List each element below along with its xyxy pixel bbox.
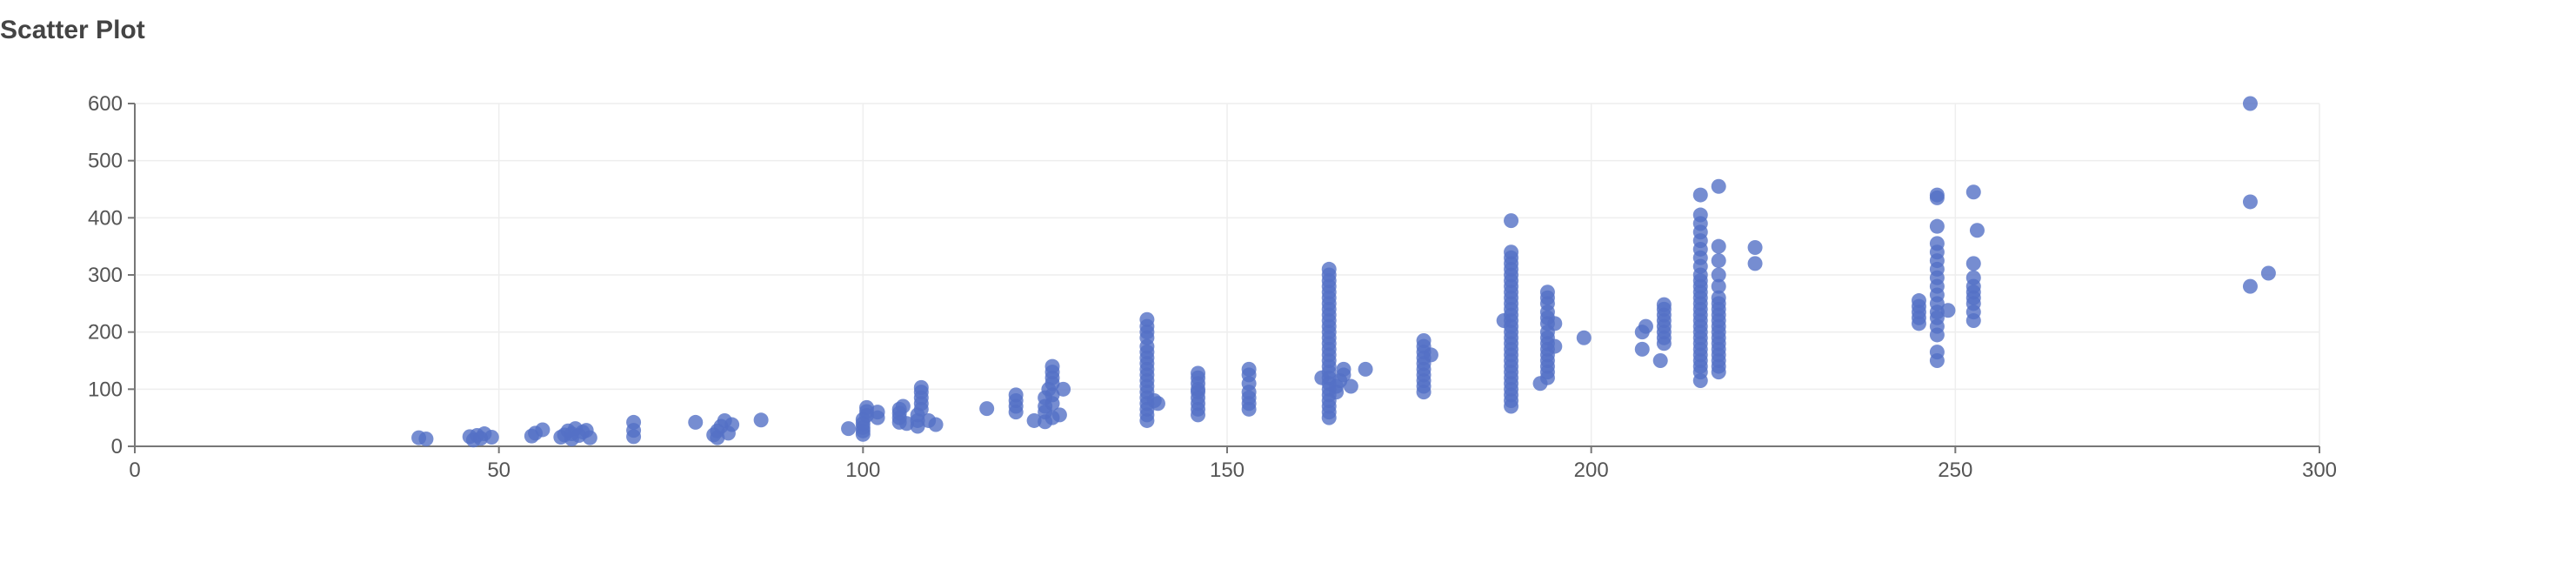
data-point — [1747, 256, 1763, 271]
data-point — [626, 414, 642, 430]
data-point — [1940, 303, 1956, 318]
data-point — [1423, 347, 1438, 363]
data-point — [1056, 381, 1071, 397]
data-point — [1343, 378, 1358, 394]
data-point — [2242, 278, 2258, 294]
data-point — [1139, 311, 1155, 327]
data-point — [1241, 361, 1257, 377]
data-point — [1652, 353, 1668, 368]
data-point — [1358, 361, 1373, 377]
data-point — [1026, 412, 1042, 428]
data-point — [895, 398, 911, 414]
tick-labels: 0 100 200 300 400 500 600 0 50 100 150 200 250 300 — [88, 92, 2337, 482]
data-point — [1711, 178, 1726, 194]
x-tick-label: 150 — [1210, 459, 1245, 482]
data-point — [1150, 396, 1165, 412]
data-point — [1547, 316, 1563, 331]
data-point — [1692, 187, 1708, 203]
data-point — [1711, 238, 1726, 254]
data-point — [753, 412, 769, 428]
data-point — [418, 431, 434, 446]
data-point — [979, 401, 995, 417]
data-point — [1634, 341, 1650, 357]
data-point — [841, 421, 857, 437]
data-point — [535, 422, 551, 438]
y-tick-label: 500 — [88, 150, 123, 173]
data-point — [724, 417, 740, 432]
data-point — [1547, 338, 1563, 354]
data-point — [1051, 407, 1067, 423]
data-points — [411, 96, 2276, 448]
data-point — [1692, 207, 1708, 223]
data-point — [1929, 236, 1945, 251]
data-point — [1576, 330, 1592, 345]
data-point — [1191, 365, 1206, 381]
data-point — [1416, 333, 1431, 349]
data-point — [1929, 187, 1945, 203]
y-tick-label: 300 — [88, 264, 123, 287]
y-tick-label: 400 — [88, 206, 123, 230]
x-tick-label: 50 — [487, 459, 511, 482]
x-tick-label: 200 — [1574, 459, 1609, 482]
y-tick-label: 100 — [88, 378, 123, 401]
data-point — [1969, 223, 1985, 238]
data-point — [2242, 96, 2258, 111]
data-point — [1711, 290, 1726, 305]
data-point — [688, 414, 704, 430]
data-point — [1965, 256, 1981, 271]
data-point — [1965, 184, 1981, 200]
x-tick-label: 300 — [2302, 459, 2337, 482]
data-point — [1911, 293, 1926, 309]
chart-title: Scatter Plot — [0, 16, 145, 44]
data-point — [1711, 253, 1726, 269]
data-point — [913, 379, 929, 395]
data-point — [1747, 239, 1763, 255]
data-point — [1008, 387, 1024, 403]
x-tick-label: 250 — [1938, 459, 1972, 482]
y-tick-label: 0 — [111, 435, 123, 459]
data-point — [484, 429, 499, 445]
data-point — [2242, 194, 2258, 210]
y-tick-label: 600 — [88, 92, 123, 116]
data-point — [1504, 213, 1519, 229]
data-point — [582, 430, 597, 445]
data-point — [1044, 358, 1060, 374]
data-point — [1965, 270, 1981, 285]
y-tick-label: 200 — [88, 321, 123, 345]
data-point — [1929, 345, 1945, 360]
data-point — [1336, 361, 1351, 377]
data-point — [1321, 261, 1337, 277]
data-point — [2260, 265, 2276, 281]
x-tick-label: 0 — [129, 459, 140, 482]
data-point — [1539, 284, 1555, 300]
data-point — [928, 417, 944, 432]
data-point — [1711, 267, 1726, 283]
data-point — [1711, 278, 1726, 294]
x-tick-label: 100 — [845, 459, 880, 482]
data-point — [870, 405, 885, 420]
data-point — [1656, 297, 1672, 312]
grid — [135, 103, 2320, 446]
data-point — [1504, 244, 1519, 260]
data-point — [1044, 387, 1060, 403]
data-point — [1638, 318, 1653, 334]
data-point — [1929, 218, 1945, 234]
